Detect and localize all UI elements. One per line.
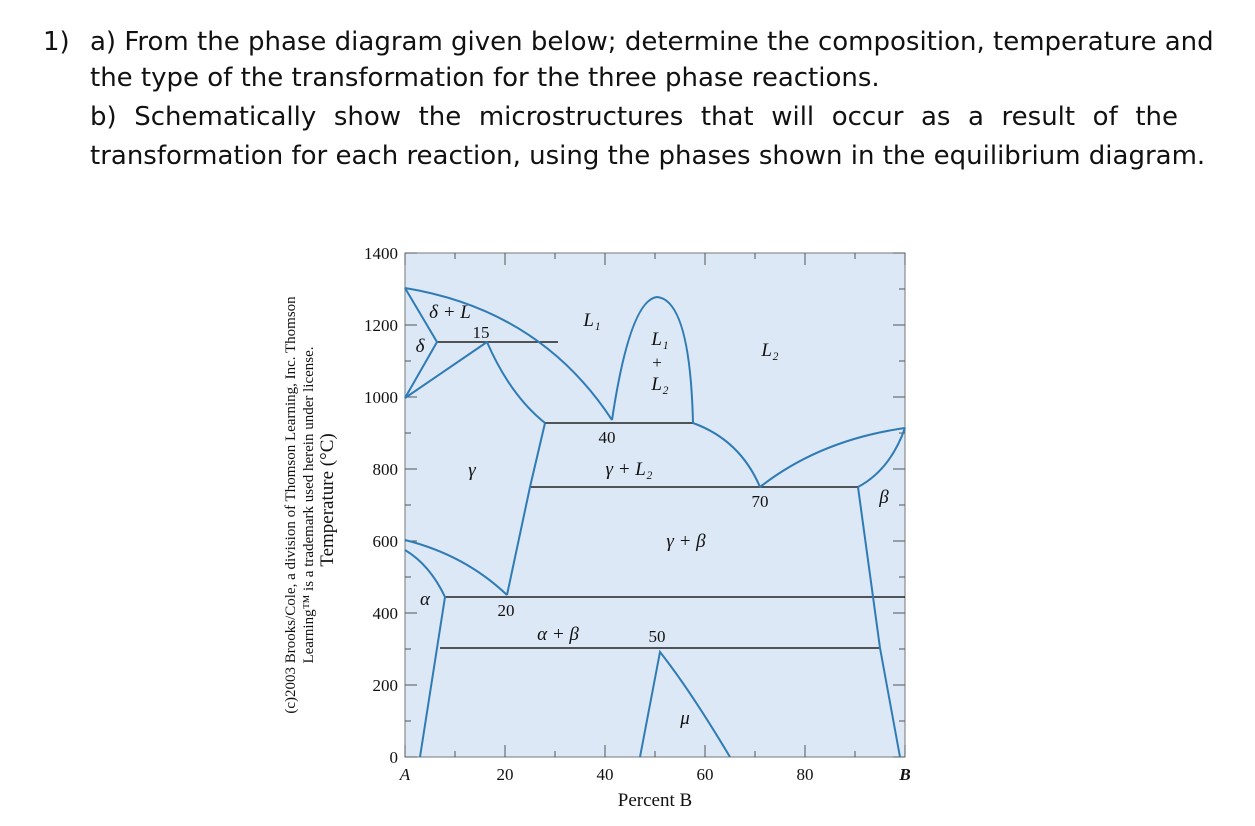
y-tick-label: 800	[373, 460, 399, 479]
region-label: L₁	[650, 329, 668, 350]
x-tick-label: A	[399, 765, 411, 784]
y-tick-label: 0	[390, 748, 399, 767]
y-tick-label: 1000	[364, 388, 398, 407]
region-label: 20	[498, 601, 515, 620]
region-label: γ + L₂	[606, 459, 653, 480]
x-axis-label: Percent B	[618, 790, 692, 811]
region-label: 40	[599, 428, 616, 447]
x-tick-label: 40	[597, 765, 614, 784]
y-tick-label: 600	[373, 532, 399, 551]
question-number: 1)	[43, 27, 70, 57]
region-label: α + β	[537, 624, 579, 645]
region-label: +	[652, 353, 662, 372]
x-tick-label: 60	[697, 765, 714, 784]
region-label: 15	[473, 323, 490, 342]
y-tick-label: 200	[373, 676, 399, 695]
phase-boundaries	[404, 287, 906, 758]
invariant-lines	[437, 341, 905, 649]
region-label: 50	[649, 627, 666, 646]
region-label: 70	[752, 492, 769, 511]
y-tick-label: 1400	[364, 244, 398, 263]
y-tick-label: 400	[373, 604, 399, 623]
region-label: L₁	[582, 310, 600, 331]
region-label: α	[420, 589, 431, 610]
copyright-line: (c)2003 Brooks/Cole, a division of Thoms…	[283, 296, 299, 714]
x-tick-label: 80	[797, 765, 814, 784]
region-label: γ	[468, 460, 476, 481]
region-label: L₂	[760, 340, 779, 361]
part-a-line: the type of the transformation for the t…	[90, 63, 880, 93]
part-b-line: b) Schematically show the microstructure…	[90, 102, 1178, 132]
y-tick-label: 1200	[364, 316, 398, 335]
x-tick-label: 20	[497, 765, 514, 784]
part-a-line: a) From the phase diagram given below; d…	[90, 27, 1214, 57]
region-label: L₂	[650, 374, 669, 395]
x-tick-label: B	[898, 765, 910, 784]
y-axis-label: Temperature (°C)	[317, 433, 338, 566]
region-labels: δ + L15 δ L₁ L₁ + L₂ L₂ 40 γ γ + L₂ 70 β γ + β α 20 α +…	[416, 302, 890, 729]
copyright-line: Learning™ is a trademark used herein und…	[301, 346, 317, 663]
region-label: δ + L	[429, 302, 471, 323]
region-label: δ	[416, 336, 426, 357]
region-label: μ	[679, 708, 690, 729]
region-label: γ + β	[666, 531, 706, 552]
part-b-line: transformation for each reaction, using …	[90, 141, 1206, 171]
ticks: 1400 1200 1000 800 600 400 200 0A 20 40 60 80 B	[364, 244, 911, 784]
region-label: β	[878, 487, 889, 508]
